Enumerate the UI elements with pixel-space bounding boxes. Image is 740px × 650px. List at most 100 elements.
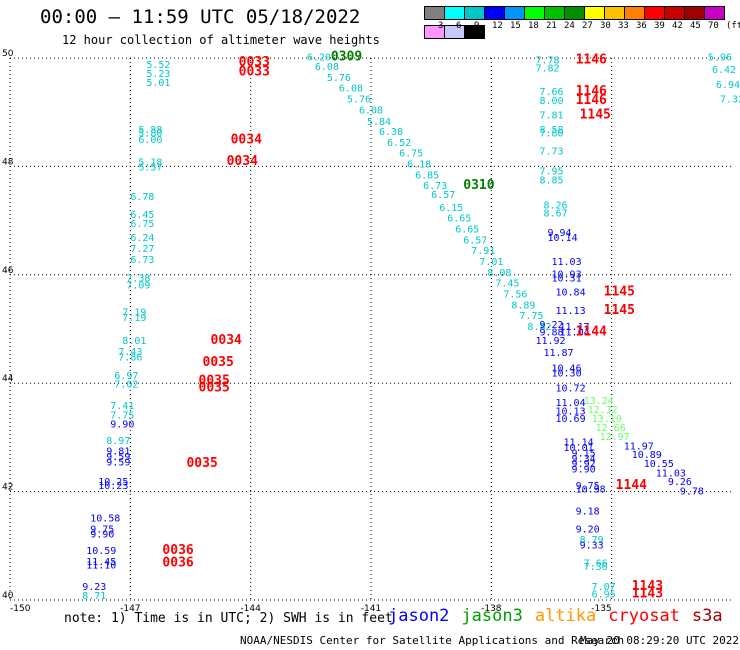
x-tick-label: -147: [120, 604, 140, 614]
color-scale-label: 45: [690, 21, 701, 31]
mission-legend-item: s3a: [691, 606, 723, 626]
x-tick-label: -141: [361, 604, 381, 614]
wave-height-label: 12.66: [596, 423, 626, 434]
wave-height-label: 7.19: [122, 313, 146, 324]
wave-height-label: 7.86: [118, 352, 142, 363]
wave-height-label: 9.26: [668, 477, 692, 488]
wave-height-label: 11.03: [656, 468, 686, 479]
wave-height-label: 6.73: [423, 181, 447, 192]
wave-height-label: 6.00: [138, 135, 162, 146]
wave-height-label: 7.80: [539, 129, 563, 140]
wave-height-label: 5.76: [347, 94, 371, 105]
y-tick-label: 50: [2, 49, 14, 59]
wave-height-label: 9.59: [106, 458, 130, 469]
wave-height-label: 5.88: [138, 125, 162, 136]
wave-height-label: 8.00: [539, 96, 563, 107]
pass-time-label: 1146: [576, 52, 607, 67]
pass-time-label: 0034: [231, 133, 262, 148]
chart-title: 00:00 — 11:59 UTC 05/18/2022: [40, 6, 361, 28]
wave-height-label: 7.73: [539, 146, 563, 157]
wave-height-label: 7.02: [114, 380, 138, 391]
wave-height-label: 5.18: [138, 157, 162, 168]
wave-height-label: 12.97: [600, 432, 630, 443]
pass-time-label: 1145: [604, 284, 635, 299]
wave-height-label: 6.24: [130, 233, 154, 244]
pass-time-label: 0310: [463, 178, 494, 193]
pass-time-label: 0033: [239, 55, 270, 70]
wave-height-label: 7.56: [503, 290, 527, 301]
pass-time-label: 1144: [576, 325, 607, 340]
wave-height-label: 7.75: [519, 311, 543, 322]
color-scale-label: 30: [600, 21, 611, 31]
wave-height-label: 10.14: [547, 233, 577, 244]
wave-height-label: 6.08: [315, 62, 339, 73]
wave-height-label: 6.78: [130, 192, 154, 203]
wave-height-label: 9.90: [110, 420, 134, 431]
wave-height-label: 8.67: [543, 208, 567, 219]
wave-height-label: 6.75: [399, 149, 423, 160]
wave-height-label: 9.75: [90, 524, 114, 535]
wave-height-label: 8.01: [122, 336, 146, 347]
wave-height-label: 11.14: [564, 438, 594, 449]
wave-height-label: 10.25: [98, 477, 128, 488]
pass-time-label: 1146: [576, 84, 607, 99]
wave-height-label: 5.23: [146, 69, 170, 80]
wave-height-label: 9.81: [106, 447, 130, 458]
wave-height-label: 8.85: [539, 176, 563, 187]
y-tick-label: 44: [2, 374, 14, 384]
mission-legend-item: jason3: [461, 606, 523, 626]
credit-text: NOAA/NESDIS Center for Satellite Applica…: [240, 634, 625, 647]
color-scale-bar: [424, 6, 740, 44]
color-scale-label: 15: [510, 21, 521, 31]
wave-height-label: 8.08: [487, 268, 511, 279]
wave-height-label: 6.20: [307, 53, 331, 64]
wave-height-label: 13.24: [584, 396, 614, 407]
pass-time-label: 0036: [162, 555, 193, 570]
wave-height-label: 5.84: [367, 117, 391, 128]
pass-time-label: 0036: [162, 543, 193, 558]
color-scale-label: 24: [564, 21, 575, 31]
data-labels: 5.525.235.01 5.885.806.00 5.185.57 6.78 6.45…: [82, 50, 740, 602]
wave-height-label: 6.08: [339, 84, 363, 95]
wave-height-label: 10.01: [564, 443, 594, 454]
wave-height-label: 10.58: [90, 513, 120, 524]
y-tick-label: 46: [2, 266, 14, 276]
x-tick-label: -135: [591, 604, 611, 614]
wave-height-label: 7.07: [592, 582, 616, 593]
wave-height-label: 6.18: [407, 159, 431, 170]
wave-height-label: 7.41: [110, 401, 134, 412]
wave-height-label: 11.17: [560, 322, 590, 333]
pass-time-label: 0035: [203, 355, 234, 370]
pass-time-label: 0034: [211, 333, 242, 348]
color-scale-label: 6: [456, 21, 462, 31]
x-tick-label: -144: [240, 604, 261, 614]
wave-height-label: 9.33: [580, 541, 604, 552]
pass-time-label: 1143: [632, 586, 663, 601]
color-scale-label: (ft): [726, 21, 740, 31]
wave-height-label: 10.23: [98, 481, 128, 492]
wave-height-label: 9.78: [680, 486, 704, 497]
wave-height-label: 11.45: [86, 557, 116, 568]
wave-height-label: 9.15: [572, 448, 596, 459]
wave-height-label: 7.27: [130, 244, 154, 255]
wave-height-label: 11.97: [624, 441, 654, 452]
wave-height-label: 6.97: [114, 371, 138, 382]
pass-time-label: 0035: [199, 380, 230, 395]
wave-height-label: 6.15: [439, 203, 463, 214]
color-scale-label: 70: [708, 21, 719, 31]
wave-height-label: 6.65: [455, 225, 479, 236]
pass-time-label: 0035: [199, 373, 230, 388]
wave-height-label: 8.82: [527, 322, 551, 333]
wave-height-label: 5.80: [138, 129, 162, 140]
pass-time-label: 1146: [576, 93, 607, 108]
chart-subtitle: 12 hour collection of altimeter wave hei…: [62, 33, 380, 47]
mission-legend-item: jason2: [388, 606, 450, 626]
wave-height-label: 7.38: [126, 273, 150, 284]
axes: -150 -147 -144 -141 -138 -135 40 42 44 46 48 50: [2, 49, 612, 614]
wave-height-label: 9.94: [547, 228, 571, 239]
color-scale-label: 36: [636, 21, 647, 31]
wave-height-label: 9.18: [576, 506, 600, 517]
y-tick-label: 48: [2, 157, 14, 167]
wave-height-label: 6.38: [379, 127, 403, 138]
wave-height-label: 5.01: [146, 78, 170, 89]
